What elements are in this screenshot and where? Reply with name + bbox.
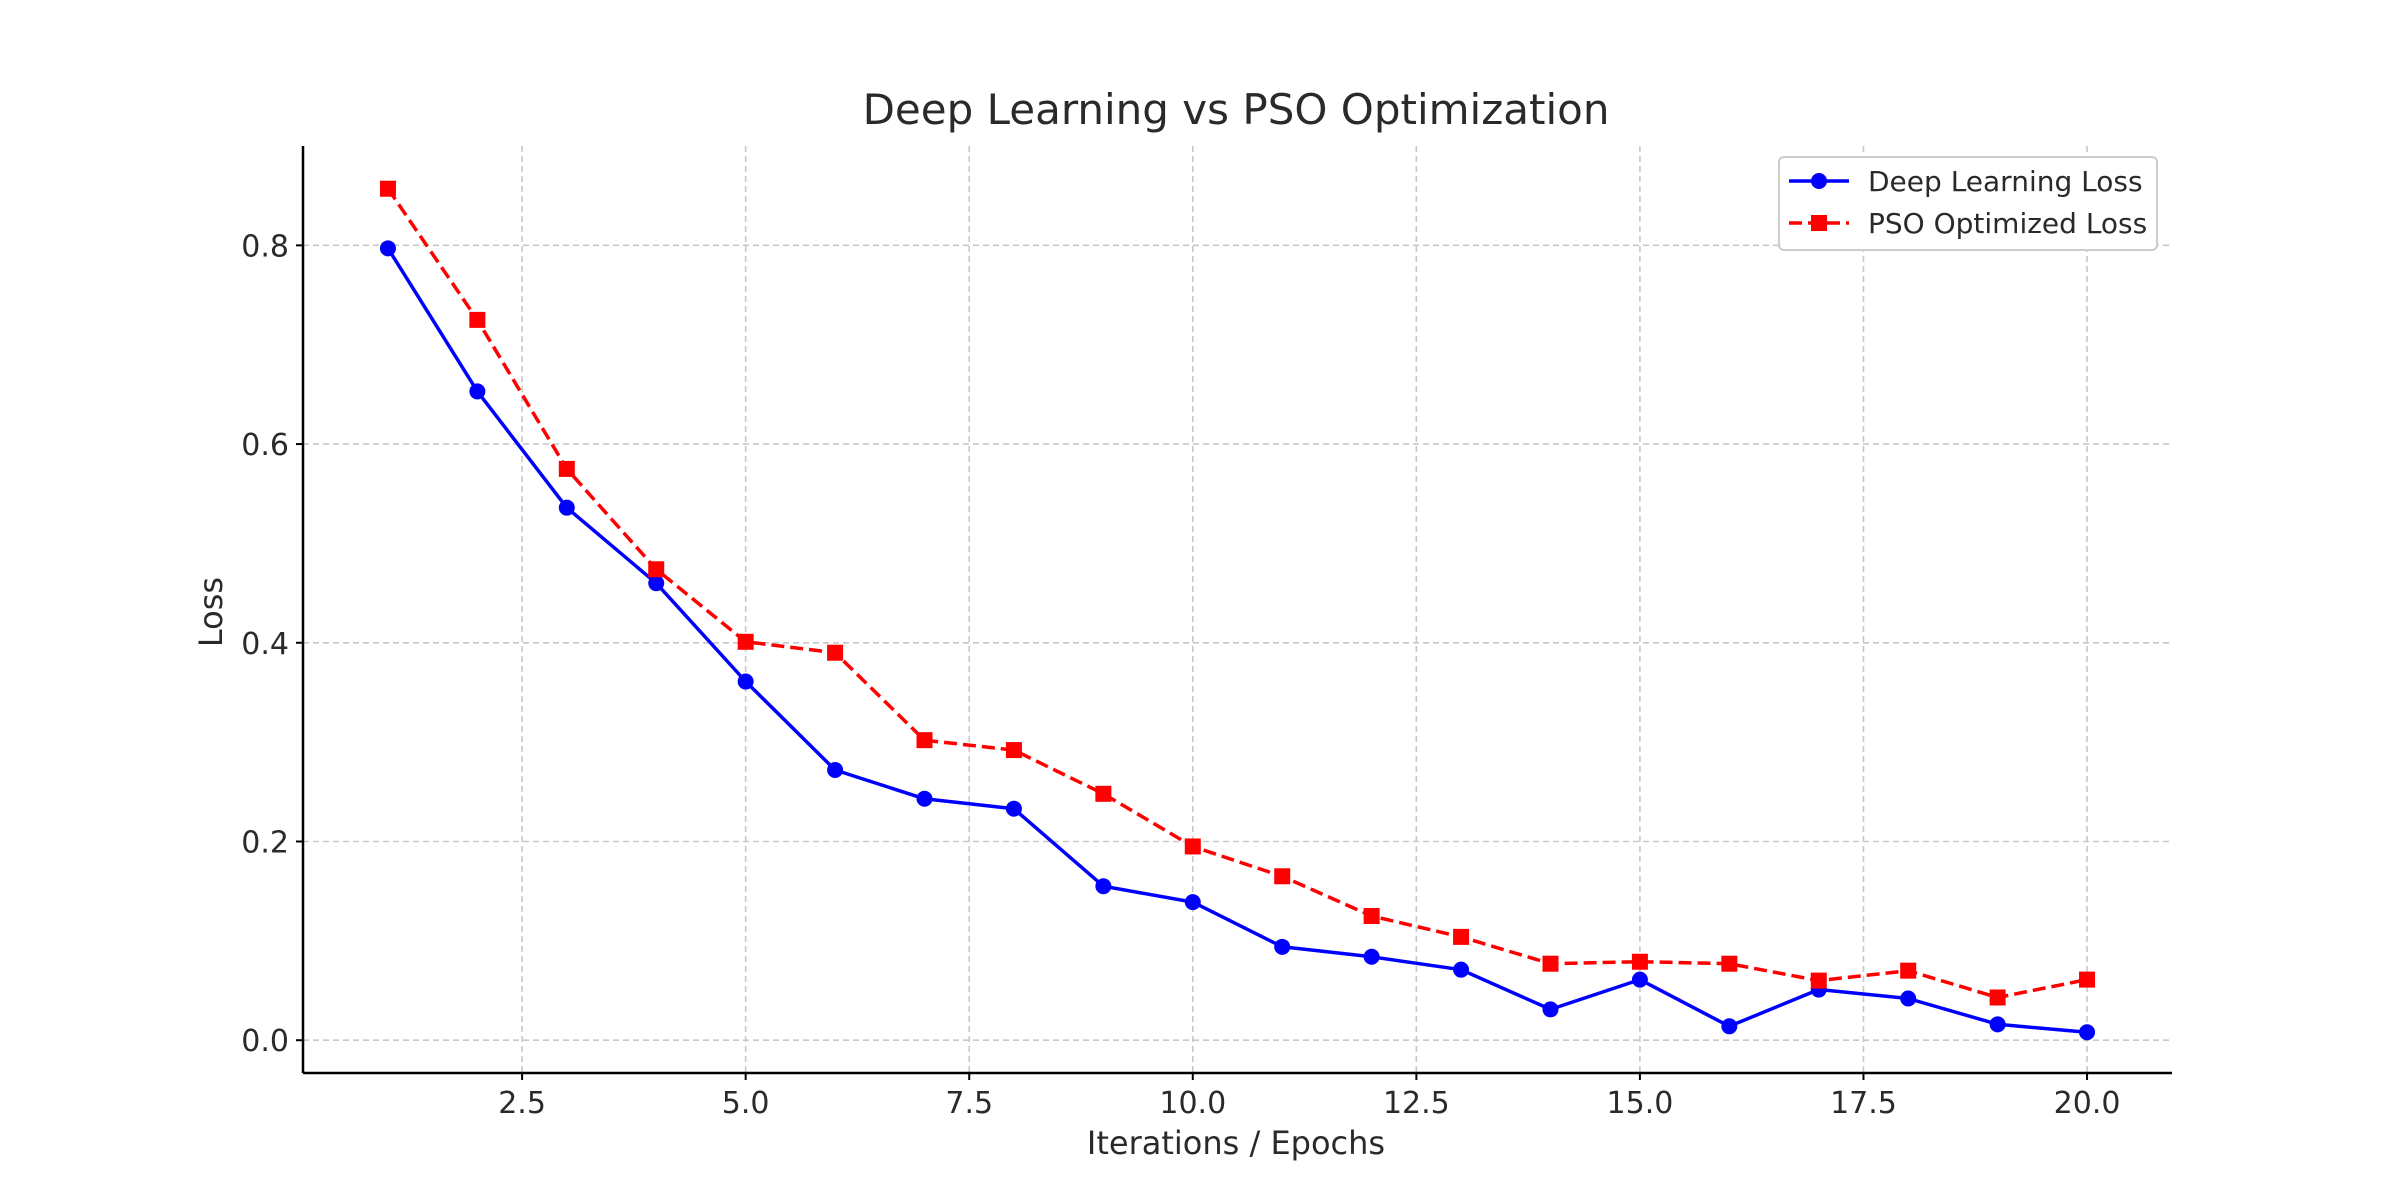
data-point-deep-learning [379,240,396,257]
x-tick-label: 20.0 [2054,1086,2121,1121]
data-point-pso [1363,908,1380,925]
data-point-deep-learning [1631,971,1648,988]
legend-label-pso: PSO Optimized Loss [1868,207,2147,240]
data-point-deep-learning [916,790,933,807]
data-point-pso [648,561,665,578]
x-ticks: 2.5 5.0 7.5 10.0 12.5 15.0 17.5 20.0 [498,1073,2120,1121]
x-axis-label: Iterations / Epochs [1087,1124,1385,1162]
data-point-pso [1005,742,1022,759]
legend-marker-deep-learning [1811,173,1827,189]
legend-marker-pso [1811,215,1827,231]
data-point-pso [737,633,754,650]
series-markers [379,180,2096,1041]
data-point-deep-learning [1005,800,1022,817]
data-point-pso [1989,989,2006,1006]
data-point-deep-learning [1542,1001,1559,1018]
legend-entry-deep-learning: Deep Learning Loss [1789,165,2143,198]
data-point-deep-learning [1095,878,1112,895]
y-tick-label: 0.2 [241,825,289,860]
data-point-deep-learning [827,761,844,778]
x-tick-label: 12.5 [1383,1086,1450,1121]
y-ticks: 0.0 0.2 0.4 0.6 0.8 [241,229,303,1059]
x-tick-label: 17.5 [1830,1086,1897,1121]
legend-label-deep-learning: Deep Learning Loss [1868,165,2143,198]
data-point-pso [2079,971,2096,988]
data-point-deep-learning [648,575,665,592]
y-tick-label: 0.4 [241,627,289,662]
x-tick-label: 7.5 [945,1086,993,1121]
y-axis-label: Loss [192,577,230,647]
data-point-deep-learning [1274,938,1291,955]
data-point-pso [1631,953,1648,970]
series-line-pso [386,187,2088,1000]
data-point-deep-learning [1721,1018,1738,1035]
data-point-pso [558,460,575,477]
data-point-deep-learning [1184,894,1201,911]
x-tick-label: 15.0 [1607,1086,1674,1121]
y-tick-label: 0.0 [241,1024,289,1059]
data-point-pso [1900,962,1917,979]
data-point-pso [1095,785,1112,802]
data-point-pso [1184,838,1201,855]
y-tick-label: 0.8 [241,229,289,264]
axes [301,146,2172,1075]
legend-box [1778,156,2158,251]
x-tick-label: 2.5 [498,1086,546,1121]
data-point-pso [379,180,396,197]
grid-lines [303,146,2172,1073]
x-tick-label: 10.0 [1159,1086,1226,1121]
chart-title: Deep Learning vs PSO Optimization [863,85,1610,134]
legend: Deep Learning Loss PSO Optimized Loss [1778,156,2158,251]
data-point-deep-learning [1453,961,1470,978]
data-point-deep-learning [1989,1016,2006,1033]
data-point-deep-learning [1363,948,1380,965]
data-point-pso [916,732,933,749]
data-point-deep-learning [469,383,486,400]
series-line-deep-learning [386,246,2089,1035]
data-point-deep-learning [558,499,575,516]
series-lines [386,187,2089,1035]
y-tick-label: 0.6 [241,428,289,463]
x-tick-label: 5.0 [722,1086,770,1121]
data-point-deep-learning [1900,990,1917,1007]
data-point-pso [1453,928,1470,945]
data-point-deep-learning [737,673,754,690]
data-point-pso [1810,972,1827,989]
data-point-pso [1542,955,1559,972]
data-point-pso [1721,955,1738,972]
legend-entry-pso: PSO Optimized Loss [1789,207,2147,240]
data-point-pso [827,644,844,661]
data-point-deep-learning [2079,1024,2096,1041]
data-point-pso [469,311,486,328]
data-point-pso [1274,868,1291,885]
